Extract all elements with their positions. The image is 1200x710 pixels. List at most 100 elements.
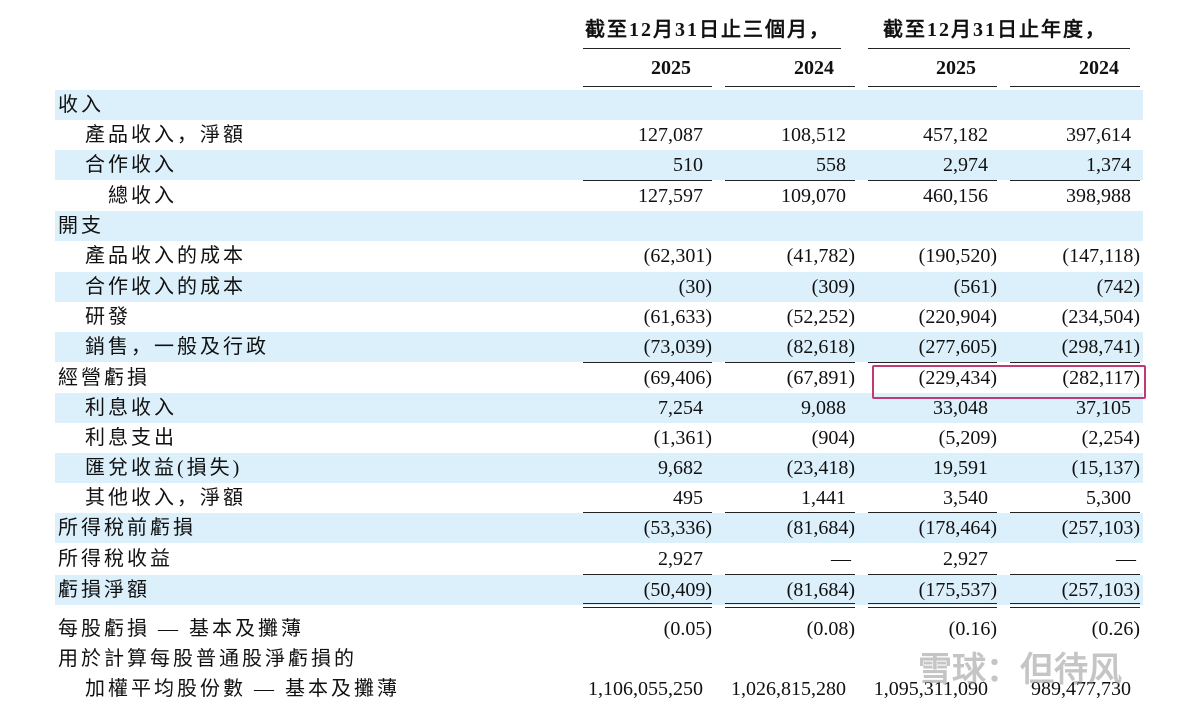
cell-value: (73,039) [643, 336, 712, 358]
cell-value: (52,252) [786, 306, 855, 328]
cell-value: (69,406) [643, 367, 712, 389]
cell-value: (234,504) [1061, 306, 1140, 328]
row-label: 虧損淨額 [58, 579, 150, 601]
cell-value: 9,088 [801, 397, 846, 419]
sum-rule [583, 574, 712, 575]
sum-rule [583, 180, 712, 181]
cell-value: (0.08) [806, 618, 855, 640]
sum-rule [725, 574, 855, 575]
row-label: 其他收入，淨額 [85, 487, 246, 509]
sum-rule [725, 603, 855, 604]
cell-value: 33,048 [933, 397, 988, 419]
cell-value: (53,336) [643, 517, 712, 539]
cell-value: — [831, 548, 851, 570]
cell-value: 1,026,815,280 [731, 678, 846, 700]
sum-rule [868, 607, 997, 608]
sum-rule [868, 603, 997, 604]
row-label: 每股虧損 — 基本及攤薄 [58, 618, 304, 640]
year-header: 2025 [936, 57, 976, 79]
cell-value: (175,537) [918, 579, 997, 601]
row-band [55, 272, 1143, 302]
sum-rule [1010, 603, 1140, 604]
cell-value: 2,927 [943, 548, 988, 570]
sum-rule [1010, 607, 1140, 608]
sum-rule [868, 362, 997, 363]
cell-value: 5,300 [1086, 487, 1131, 509]
row-label: 合作收入 [85, 154, 177, 176]
cell-value: (50,409) [643, 579, 712, 601]
cell-value: (82,618) [786, 336, 855, 358]
cell-value: 989,477,730 [1031, 678, 1131, 700]
cell-value: (67,891) [786, 367, 855, 389]
group-header: 截至12月31日止年度， [883, 19, 1107, 41]
row-label: 產品收入的成本 [85, 245, 246, 267]
row-label: 利息收入 [85, 397, 177, 419]
row-band [55, 332, 1143, 362]
watermark: 雪球：但待风 [918, 650, 1122, 690]
cell-value: 127,597 [638, 185, 703, 207]
cell-value: 398,988 [1066, 185, 1131, 207]
cell-value: (1,361) [653, 427, 712, 449]
cell-value: (5,209) [938, 427, 997, 449]
year-header: 2025 [651, 57, 691, 79]
header-rule [868, 86, 997, 87]
sum-rule [1010, 362, 1140, 363]
row-band [55, 513, 1143, 543]
row-band [55, 211, 1143, 241]
row-band [55, 90, 1143, 120]
header-rule [868, 48, 1130, 49]
row-label: 產品收入，淨額 [85, 124, 246, 146]
cell-value: 558 [816, 154, 846, 176]
sum-rule [725, 180, 855, 181]
header-rule [583, 86, 712, 87]
cell-value: (81,684) [786, 579, 855, 601]
row-label: 匯兌收益(損失) [85, 457, 243, 479]
sum-rule [868, 512, 997, 513]
cell-value: 3,540 [943, 487, 988, 509]
sum-rule [725, 362, 855, 363]
cell-value: 37,105 [1076, 397, 1131, 419]
row-label: 所得稅收益 [58, 548, 173, 570]
cell-value: (257,103) [1061, 517, 1140, 539]
cell-value: 2,927 [658, 548, 703, 570]
cell-value: 127,087 [638, 124, 703, 146]
cell-value: (178,464) [918, 517, 997, 539]
cell-value: (41,782) [786, 245, 855, 267]
row-label: 合作收入的成本 [85, 276, 246, 298]
cell-value: (742) [1096, 276, 1140, 298]
sum-rule [725, 607, 855, 608]
row-band [55, 150, 1143, 180]
row-label: 經營虧損 [58, 367, 150, 389]
sum-rule [583, 607, 712, 608]
cell-value: (257,103) [1061, 579, 1140, 601]
row-label: 銷售，一般及行政 [85, 336, 269, 358]
cell-value: (147,118) [1062, 245, 1140, 267]
cell-value: (229,434) [918, 367, 997, 389]
cell-value: 1,106,055,250 [588, 678, 703, 700]
row-label: 所得稅前虧損 [58, 517, 196, 539]
cell-value: 1,095,311,090 [873, 678, 988, 700]
header-rule [583, 48, 841, 49]
cell-value: (81,684) [786, 517, 855, 539]
sum-rule [1010, 574, 1140, 575]
row-label: 用於計算每股普通股淨虧損的 [58, 648, 357, 670]
cell-value: 457,182 [923, 124, 988, 146]
cell-value: 397,614 [1066, 124, 1131, 146]
cell-value: 7,254 [658, 397, 703, 419]
cell-value: (298,741) [1061, 336, 1140, 358]
cell-value: 108,512 [781, 124, 846, 146]
cell-value: (309) [811, 276, 855, 298]
sum-rule [1010, 512, 1140, 513]
cell-value: (190,520) [918, 245, 997, 267]
cell-value: (23,418) [786, 457, 855, 479]
cell-value: 1,374 [1086, 154, 1131, 176]
cell-value: (0.05) [663, 618, 712, 640]
sum-rule [1010, 180, 1140, 181]
header-rule [1010, 86, 1140, 87]
cell-value: (220,904) [918, 306, 997, 328]
cell-value: 1,441 [801, 487, 846, 509]
row-label: 利息支出 [85, 427, 177, 449]
cell-value: 495 [673, 487, 703, 509]
cell-value: 2,974 [943, 154, 988, 176]
